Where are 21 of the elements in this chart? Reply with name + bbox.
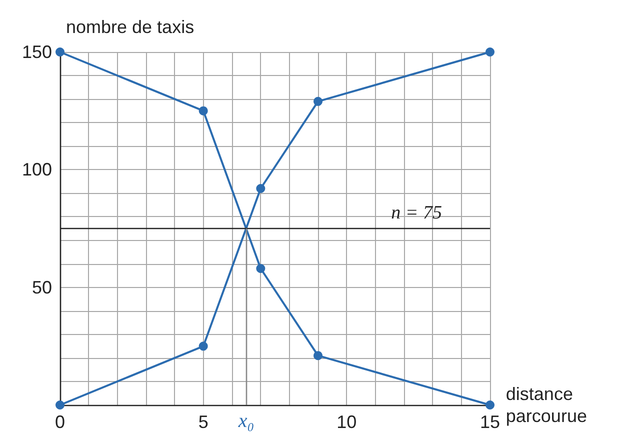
ref-line-label: x₀: [237, 410, 254, 432]
y-tick-label: 100: [22, 160, 52, 180]
y-tick-label: 50: [32, 277, 52, 298]
point: [256, 184, 266, 193]
point: [486, 48, 494, 56]
x-tick-label: 5: [198, 412, 208, 432]
x-tick-label: 0: [54, 412, 66, 432]
point: [314, 96, 322, 106]
point: [56, 48, 64, 56]
point: [256, 264, 266, 274]
point: [198, 106, 208, 116]
x-tick-label: 15: [480, 412, 500, 432]
x-tick-label: 10: [336, 412, 357, 432]
y-tick-label: 150: [22, 42, 52, 62]
y-axis-title: nombre de taxis: [66, 17, 194, 37]
point: [314, 351, 322, 360]
point: [198, 342, 208, 351]
x-axis-title: distance parcourue: [506, 384, 587, 426]
ref-line-label: n = 75: [391, 202, 442, 224]
point: [56, 400, 64, 410]
point: [486, 400, 494, 410]
